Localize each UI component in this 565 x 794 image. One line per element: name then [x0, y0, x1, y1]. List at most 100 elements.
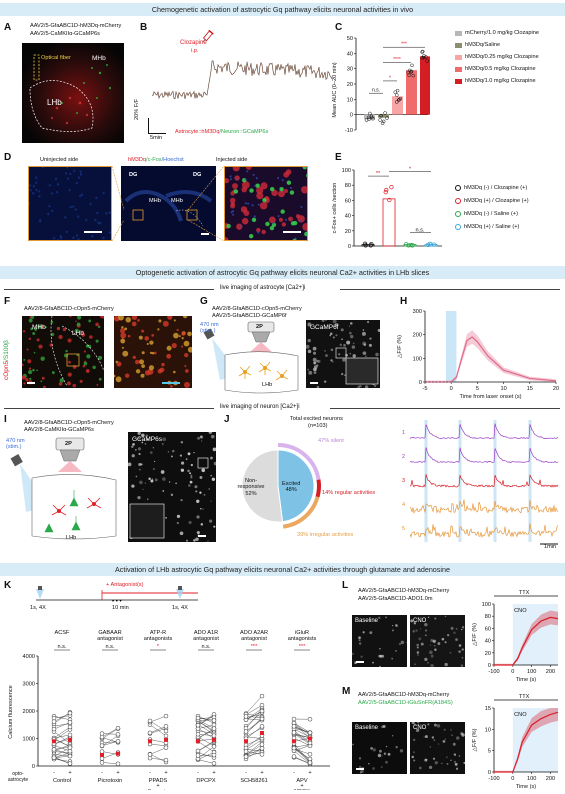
- paired-line: [53, 734, 71, 739]
- data-point: [115, 761, 121, 767]
- cell-dot: [180, 461, 185, 465]
- cell-dot: [430, 654, 434, 658]
- cell-dot: [417, 722, 420, 724]
- nucleus-dot: [85, 218, 88, 222]
- data-point: [259, 693, 265, 699]
- nucleus-dot: [52, 236, 56, 240]
- panel-j-xscale: 1min: [544, 544, 557, 550]
- ttx-label: TTX: [519, 694, 530, 700]
- cell-dot: [463, 761, 465, 764]
- m-cno-label: CNO: [413, 725, 427, 731]
- cell-dot: [358, 636, 361, 640]
- cell-dot: [461, 648, 464, 651]
- stimulus-shade: [512, 708, 558, 772]
- cell-dot: [375, 352, 379, 357]
- cell-dot: [424, 629, 428, 632]
- hoechst-dot: [281, 179, 284, 182]
- data-point: [385, 116, 389, 120]
- cell-dot: [348, 331, 352, 335]
- legend-item: hM3Dq/Saline: [455, 42, 500, 48]
- bar: [364, 114, 375, 120]
- panel-g-label: G: [200, 296, 208, 307]
- cell-dot: [323, 380, 327, 383]
- y-tick-label: 60: [345, 198, 351, 204]
- cell-dot: [201, 440, 203, 442]
- legend-marker: [455, 198, 461, 204]
- cell-dot: [22, 330, 26, 333]
- cell-dot: [200, 523, 204, 526]
- legend-marker: [455, 224, 461, 230]
- cell-dot: [362, 631, 365, 634]
- paired-line: [293, 728, 311, 733]
- legend-text: hM3Dq (+) / Clozapine (+): [464, 198, 529, 204]
- data-point: [147, 752, 153, 757]
- series-line: [494, 616, 559, 666]
- nucleus-dot: [99, 222, 102, 225]
- legend-item: hM3Dq/0.25 mg/kg Clozapine: [455, 54, 539, 60]
- cell-dot: [445, 756, 448, 759]
- cell-dot: [383, 752, 387, 755]
- data-point: [243, 749, 249, 754]
- group-x-label: PPADS: [149, 778, 168, 784]
- gcamp6s-label: GCaMP6s: [132, 436, 162, 443]
- x-tick-label: 0: [511, 669, 514, 675]
- data-point: [422, 54, 426, 58]
- data-point: [369, 114, 374, 118]
- mcherry-cell: [256, 186, 264, 195]
- hoechst-dot: [284, 218, 287, 221]
- cell-dot: [413, 622, 417, 625]
- cfos-cell: [262, 197, 267, 203]
- hoechst-dot: [254, 184, 257, 187]
- optical-fiber-label: Optical fiber: [41, 55, 71, 61]
- panel-i-lhb: LHb: [66, 535, 77, 541]
- stim-bar: [493, 420, 497, 542]
- paired-line: [197, 759, 215, 764]
- data-point: [407, 73, 411, 78]
- cell-dot: [149, 451, 153, 454]
- paired-line: [245, 744, 263, 756]
- dg-label-right: DG: [193, 172, 202, 178]
- cell-dot: [427, 723, 430, 726]
- cell-dot: [377, 328, 380, 333]
- x-axis-label: Time (s): [516, 677, 536, 683]
- legend-text: hM3Dq/0.5 mg/kg Clozapine: [465, 66, 536, 72]
- data-point: [389, 185, 394, 190]
- nucleus-dot: [102, 236, 105, 240]
- data-point: [384, 187, 389, 193]
- data-point: [147, 718, 153, 724]
- cell-dot: [196, 515, 200, 519]
- cell-dot: [193, 539, 196, 542]
- cell-dot: [366, 320, 370, 324]
- gcamp6f-label: GCaMP6f: [310, 324, 339, 331]
- cell-dot: [316, 385, 320, 388]
- cell-dot: [362, 329, 365, 331]
- cell-dot: [330, 348, 334, 352]
- cell-dot: [181, 345, 184, 348]
- panel-l-label: L: [342, 580, 349, 591]
- data-point: [211, 718, 217, 723]
- paired-line: [245, 716, 263, 718]
- cell-dot: [81, 330, 84, 333]
- panel-m-virus-1: AAV2/5-GfaABC1D-hM3Dq-mCherry: [358, 692, 450, 698]
- cell-dot: [461, 628, 463, 631]
- mcherry-cell: [281, 222, 287, 227]
- data-point: [398, 96, 403, 101]
- antagonist-label: + Antagonist(s): [106, 582, 144, 588]
- data-point: [67, 710, 73, 716]
- y-axis-label: c-Fos+ cells /section: [332, 183, 338, 234]
- mhb-label-left: MHb: [149, 198, 161, 204]
- cell-dot: [444, 662, 448, 667]
- mcherry-cell: [302, 223, 307, 231]
- paired-line: [245, 735, 263, 749]
- data-point: [406, 243, 411, 248]
- minus-label: -: [293, 770, 295, 776]
- mean-marker: [260, 731, 264, 735]
- mcherry-cell: [261, 229, 266, 235]
- cell-dot: [124, 373, 130, 378]
- paired-line: [293, 733, 311, 745]
- cell-dot: [28, 337, 32, 341]
- cell-dot: [154, 478, 158, 482]
- cell-dot: [138, 335, 143, 340]
- mean-marker: [68, 737, 72, 742]
